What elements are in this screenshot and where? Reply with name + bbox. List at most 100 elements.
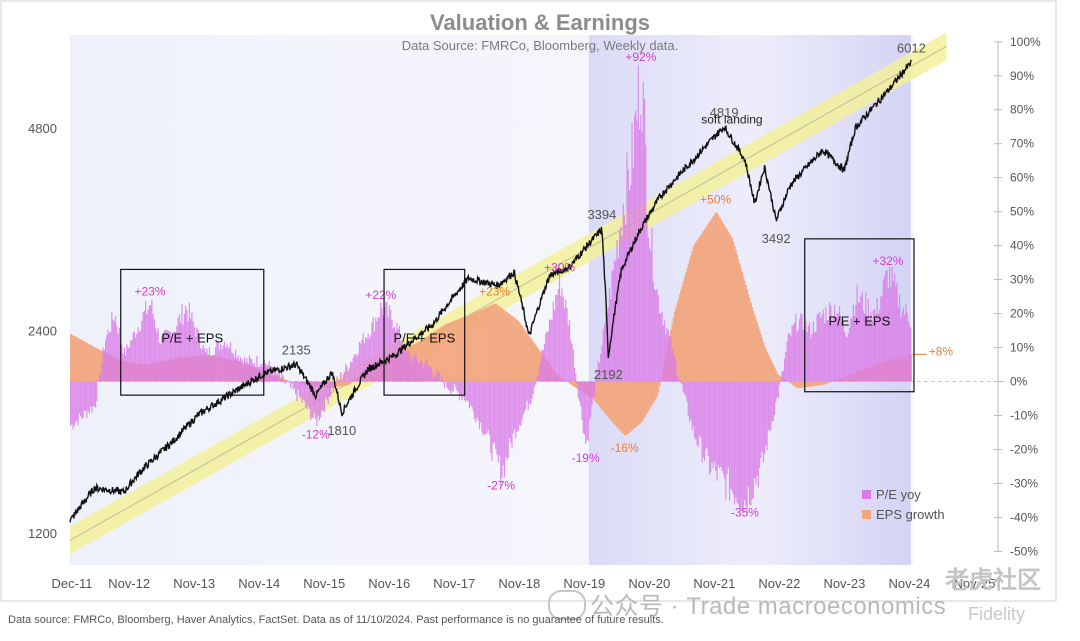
eps-bar: [815, 381, 817, 386]
eps-bar: [596, 381, 599, 404]
pe-bar: [728, 381, 731, 501]
pe-bar: [442, 381, 444, 383]
pe-bar: [232, 353, 234, 382]
pe-bar: [836, 313, 838, 382]
pe-bar: [631, 122, 633, 382]
eps-bar: [650, 381, 652, 407]
eps-bar: [440, 327, 442, 382]
pe-bar: [515, 381, 517, 439]
eps-bar: [597, 381, 600, 406]
eps-bar: [655, 381, 657, 399]
pe-bar: [526, 381, 528, 401]
pe-eps-box: [383, 268, 466, 396]
pe-bar: [163, 330, 165, 382]
pe-bar: [832, 316, 834, 382]
eps-data-label: +8%: [929, 344, 954, 358]
pe-bar: [523, 381, 526, 412]
pe-bar: [407, 350, 409, 382]
pe-bar: [786, 341, 788, 382]
eps-bar: [830, 381, 832, 383]
pe-bar: [532, 381, 534, 395]
eps-bar: [691, 250, 694, 382]
eps-bar: [721, 221, 724, 382]
pe-bar: [897, 307, 899, 382]
pe-bar: [635, 110, 637, 382]
pe-bar: [528, 381, 531, 404]
eps-bar: [735, 250, 737, 382]
eps-bar: [601, 381, 604, 410]
right-axis-tick-label: 90%: [1010, 69, 1034, 83]
pe-bar: [487, 381, 489, 431]
pe-bar: [663, 320, 666, 382]
eps-bar: [805, 381, 807, 388]
eps-bar: [632, 381, 635, 430]
pe-bar: [882, 279, 884, 382]
eps-bar: [347, 381, 350, 386]
pe-bar: [541, 349, 543, 382]
eps-bar: [798, 381, 801, 389]
pe-bar: [207, 356, 209, 382]
pe-bar: [831, 321, 833, 382]
eps-bar: [450, 322, 452, 382]
pe-bar: [293, 381, 296, 389]
pe-bar: [793, 322, 796, 382]
pe-bar: [592, 381, 594, 396]
pe-bar: [645, 144, 647, 382]
pe-bar: [238, 360, 241, 382]
pe-bar: [412, 362, 414, 382]
pe-bar: [826, 320, 828, 382]
pe-bar: [894, 273, 896, 382]
eps-bar: [641, 381, 644, 422]
x-axis-tick-label: Nov-14: [238, 576, 280, 591]
eps-bar: [613, 381, 616, 425]
eps-bar: [726, 229, 729, 382]
pe-bar: [570, 340, 572, 382]
pe-bar: [371, 322, 373, 382]
pe-bar: [400, 340, 402, 382]
pe-bar: [312, 381, 314, 419]
eps-bar: [481, 309, 483, 382]
pe-bar: [530, 381, 532, 405]
pe-bar: [230, 342, 232, 382]
eps-bar: [468, 314, 471, 382]
pe-bar: [283, 381, 286, 384]
pe-bar: [546, 331, 548, 382]
pe-bar: [307, 381, 309, 406]
eps-bar: [826, 381, 829, 384]
eps-bar: [432, 332, 435, 382]
eps-bar: [96, 348, 98, 382]
pe-bar: [884, 276, 886, 382]
pe-bar: [870, 311, 872, 382]
pe-bar: [675, 360, 677, 382]
pe-bar: [98, 372, 100, 382]
eps-bar: [573, 381, 576, 387]
eps-bar: [761, 338, 764, 382]
right-axis-tick-label: -20%: [1010, 442, 1038, 456]
eps-bar: [657, 381, 660, 393]
pe-bar: [235, 349, 237, 382]
pe-bar: [801, 314, 803, 382]
eps-bar: [505, 311, 507, 382]
pe-bar: [697, 381, 699, 447]
pe-bar: [330, 381, 332, 397]
pe-bar: [563, 308, 566, 382]
eps-bar: [441, 326, 443, 382]
pe-bar: [340, 372, 342, 382]
eps-bar: [491, 304, 493, 382]
pe-bar: [243, 357, 246, 382]
pe-bar: [558, 269, 561, 382]
eps-bar: [431, 333, 433, 382]
pe-bar: [761, 381, 763, 452]
pe-bar: [678, 380, 681, 382]
pe-bar: [210, 355, 212, 382]
pe-bar: [301, 381, 303, 403]
pe-bar: [647, 237, 649, 382]
pe-bar: [433, 377, 436, 382]
pe-bar: [372, 316, 374, 382]
pe-bar: [152, 314, 154, 382]
pe-bar: [153, 319, 155, 382]
pe-bar: [561, 288, 563, 382]
pe-bar: [370, 335, 372, 382]
pe-bar: [432, 376, 434, 382]
